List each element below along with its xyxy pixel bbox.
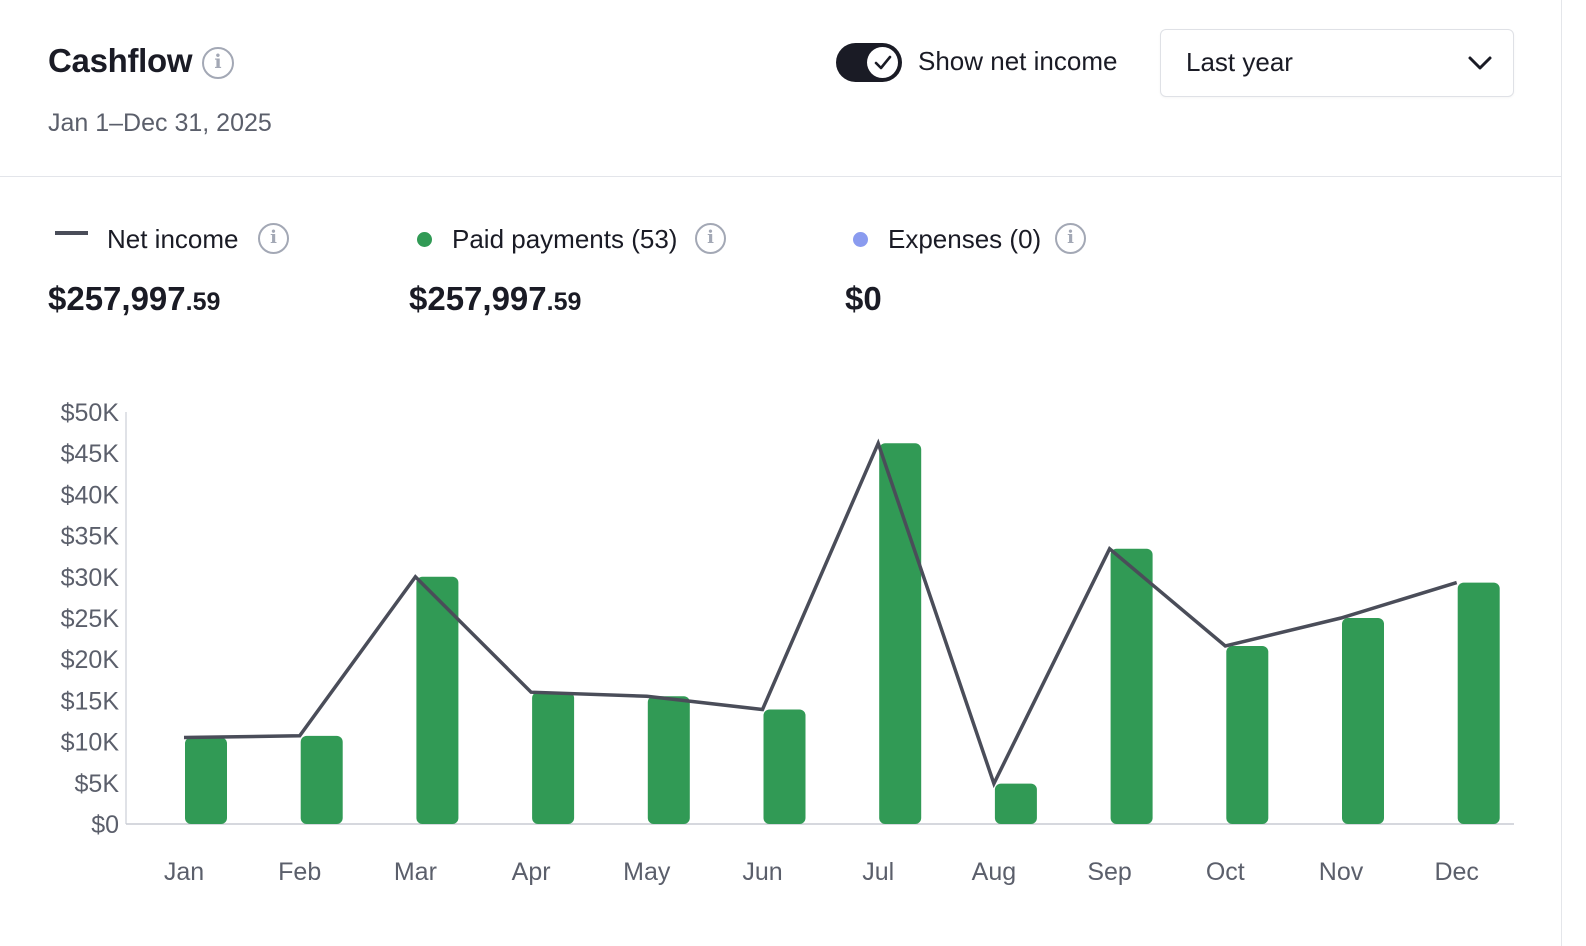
x-tick-label: Nov — [1319, 858, 1364, 886]
net-income-line-swatch — [55, 231, 88, 235]
y-tick-label: $40K — [61, 481, 120, 509]
info-icon[interactable]: i — [1055, 223, 1086, 254]
bar-paid-payments — [1342, 618, 1384, 824]
x-tick-label: Feb — [278, 858, 321, 886]
bar-paid-payments — [994, 783, 1037, 824]
bar-paid-payments — [879, 443, 922, 824]
bar-paid-payments — [1457, 582, 1500, 824]
info-icon[interactable]: i — [202, 47, 234, 79]
net-income-toggle[interactable] — [836, 43, 902, 82]
toggle-knob — [867, 47, 898, 78]
x-tick-label: Sep — [1087, 858, 1131, 886]
bar-paid-payments — [416, 576, 459, 824]
x-tick-label: Mar — [394, 858, 437, 886]
chevron-down-icon — [1468, 56, 1492, 70]
bar-paid-payments — [300, 735, 343, 824]
info-icon[interactable]: i — [695, 223, 726, 254]
check-icon — [874, 55, 892, 70]
y-tick-label: $10K — [61, 729, 120, 757]
info-icon[interactable]: i — [258, 223, 289, 254]
y-tick-label: $20K — [61, 646, 120, 674]
net-income-line — [183, 438, 1458, 789]
x-tick-label: May — [623, 858, 671, 886]
y-tick-label: $0 — [91, 811, 119, 839]
x-tick-label: Dec — [1434, 858, 1478, 886]
y-tick-label: $25K — [61, 605, 120, 633]
bar-paid-payments — [647, 696, 690, 824]
x-tick-label: Jul — [862, 858, 894, 886]
bar-paid-payments — [763, 709, 806, 824]
card-title: Cashflow — [48, 42, 193, 79]
expenses-dot — [853, 232, 868, 247]
y-tick-label: $50K — [61, 399, 120, 427]
x-tick-label: Apr — [512, 858, 551, 886]
paid-payments-total: $257,997.59 — [409, 280, 582, 317]
legend-label: Net income — [107, 224, 239, 254]
x-tick-label: Jun — [742, 858, 782, 886]
y-tick-label: $15K — [61, 687, 120, 715]
card-header: Cashflow i Jan 1–Dec 31, 2025 Show net i… — [0, 0, 1562, 177]
bar-paid-payments — [1110, 548, 1153, 824]
net-income-total: $257,997.59 — [48, 280, 221, 317]
y-tick-label: $45K — [61, 440, 120, 468]
bar-paid-payments — [532, 692, 575, 824]
x-tick-label: Oct — [1206, 858, 1245, 886]
y-tick-label: $5K — [75, 770, 120, 798]
period-select-value: Last year — [1186, 47, 1293, 77]
legend-label: Paid payments (53) — [452, 224, 678, 254]
paid-payments-dot — [417, 232, 432, 247]
bar-paid-payments — [1226, 646, 1269, 824]
date-range: Jan 1–Dec 31, 2025 — [48, 109, 272, 137]
y-tick-label: $35K — [61, 523, 120, 551]
x-tick-label: Aug — [972, 858, 1016, 886]
bar-paid-payments — [185, 737, 227, 824]
legend-label: Expenses (0) — [888, 224, 1042, 254]
toggle-label: Show net income — [918, 46, 1118, 76]
expenses-total: $0 — [845, 280, 882, 317]
period-select[interactable]: Last year — [1160, 29, 1514, 97]
y-tick-label: $30K — [61, 564, 120, 592]
cashflow-chart: $0 $5K $10K $15K $20K $25K $30K $35K $40K $45K $50… — [61, 399, 1514, 886]
x-tick-label: Jan — [164, 858, 204, 886]
